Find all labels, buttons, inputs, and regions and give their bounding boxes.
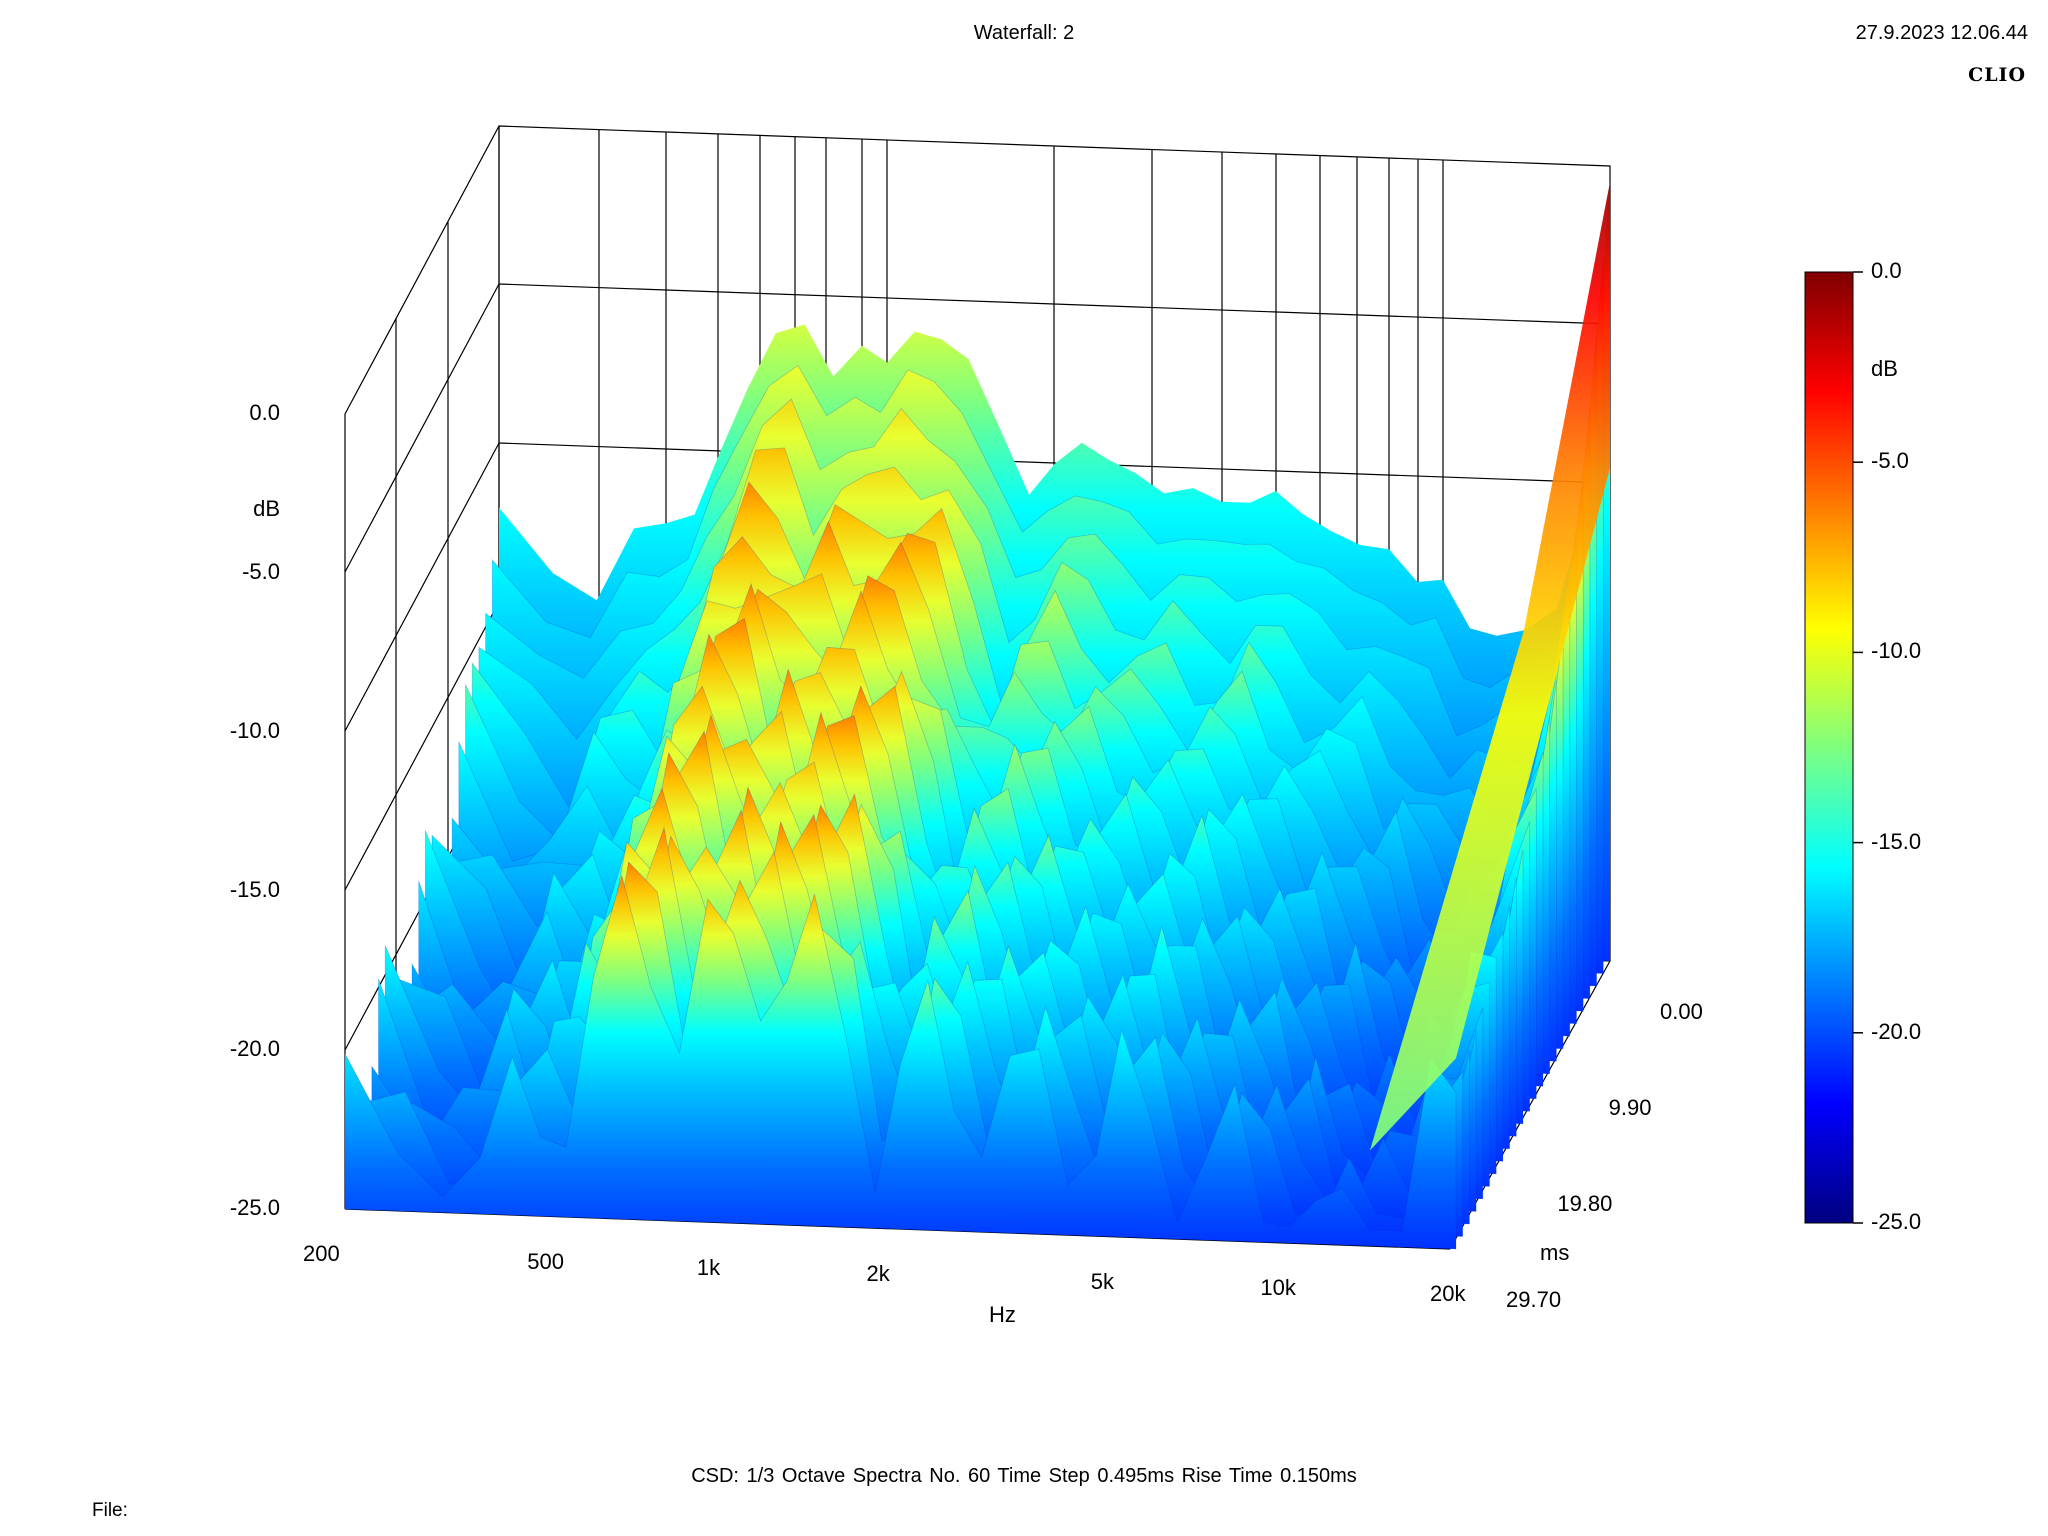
file-label: File:	[92, 1500, 128, 1521]
freq-axis-tick-label: 200	[303, 1241, 340, 1266]
z-axis-tick-label: -10.0	[229, 718, 280, 743]
z-axis-tick-label: -5.0	[242, 559, 280, 584]
waterfall-surface	[344, 181, 1610, 1250]
floor-edge	[1449, 960, 1611, 1250]
floor-edge	[344, 1208, 1451, 1250]
colorbar-tick-label: -5.0	[1871, 448, 1909, 474]
left-grid-line	[344, 442, 500, 732]
z-axis-tick-label: 0.0	[249, 400, 280, 425]
spectrum-slice	[344, 874, 1457, 1250]
z-axis-tick-label: -15.0	[229, 877, 280, 902]
left-grid-line	[344, 601, 500, 891]
z-axis-tick-label: -20.0	[229, 1036, 280, 1061]
time-axis-tick-label: 29.70	[1506, 1287, 1562, 1312]
time-axis-tick-label: 9.90	[1608, 1095, 1652, 1120]
chart-title: Waterfall: 2	[973, 22, 1075, 44]
time-axis-tick-label: 0.00	[1660, 999, 1703, 1024]
colorbar-tick-label: -15.0	[1871, 828, 1922, 854]
colorbar-tick-label: -10.0	[1871, 638, 1922, 664]
freq-axis-tick-label: 500	[527, 1248, 564, 1274]
z-axis-tick-label: -25.0	[229, 1195, 280, 1220]
freq-axis-tick-label: 20k	[1430, 1281, 1466, 1306]
measurement-datetime: 27.9.2023 12.06.44	[1855, 22, 2028, 44]
z-axis-unit-label: dB	[253, 496, 280, 521]
freq-axis-unit-label: Hz	[989, 1302, 1016, 1327]
time-axis-tick-label: 19.80	[1557, 1191, 1613, 1216]
csd-settings-footer: CSD: 1/3 Octave Spectra No. 60 Time Step…	[691, 1465, 1357, 1487]
left-grid-line	[344, 283, 500, 573]
freq-axis-tick-label: 10k	[1260, 1274, 1296, 1300]
colorbar-tick-label: -20.0	[1871, 1018, 1922, 1044]
colorbar	[1804, 271, 1854, 1224]
colorbar-unit-label: dB	[1871, 356, 1898, 381]
freq-axis-tick-label: 1k	[696, 1254, 721, 1280]
freq-axis-tick-label: 2k	[866, 1261, 890, 1286]
colorbar-tick-label: 0.0	[1871, 258, 1902, 283]
freq-axis-tick-label: 5k	[1090, 1268, 1114, 1294]
time-axis-unit-label: ms	[1540, 1240, 1570, 1265]
clio-brand-logo: CLIO	[1968, 64, 2026, 86]
colorbar-tick-label: -25.0	[1871, 1209, 1922, 1234]
